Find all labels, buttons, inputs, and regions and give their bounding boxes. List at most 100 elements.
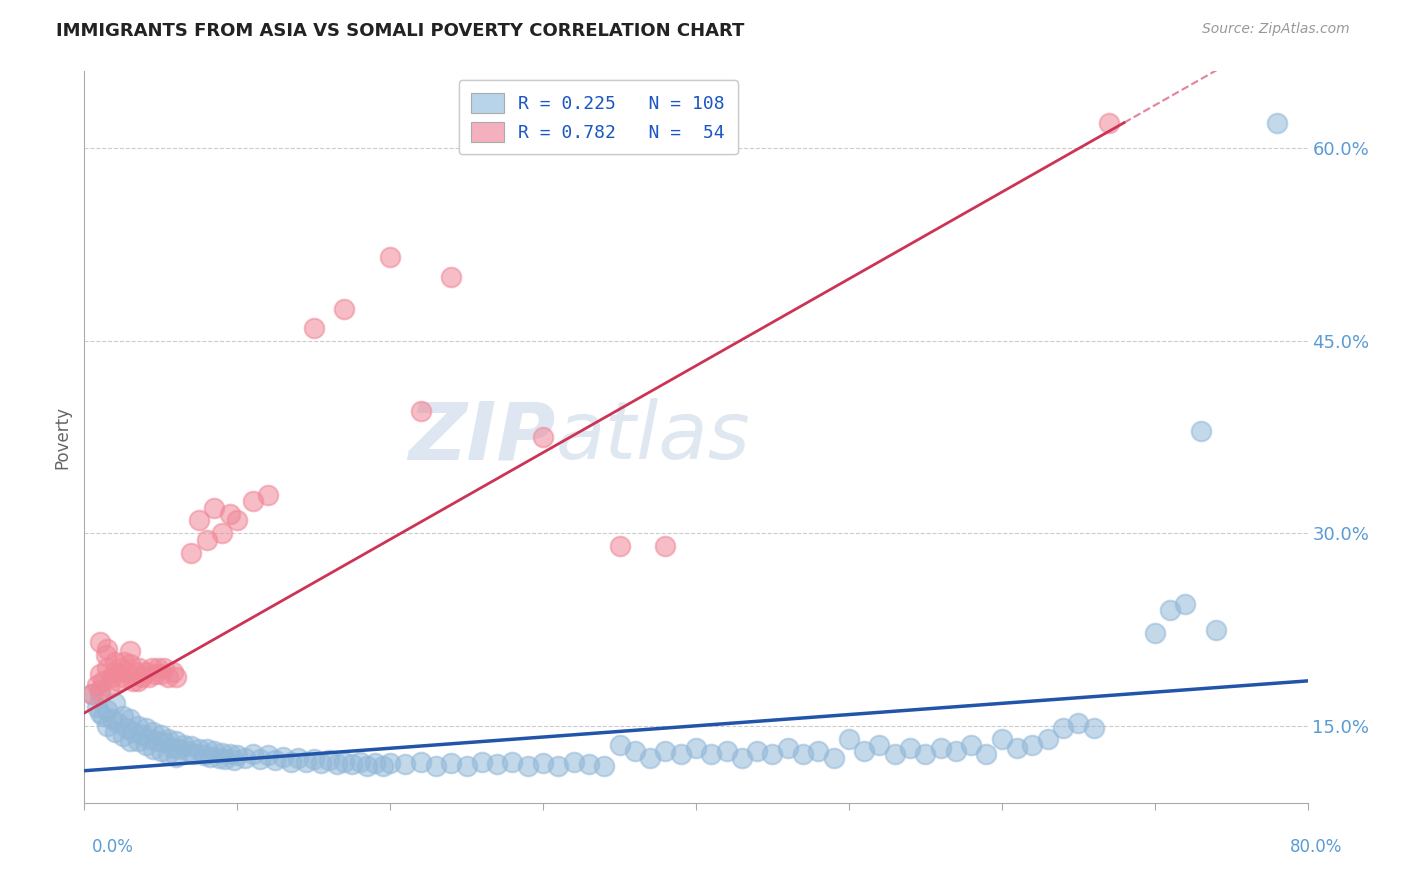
Point bbox=[89, 667, 111, 681]
Point bbox=[135, 722, 157, 736]
Point bbox=[669, 747, 692, 761]
Point bbox=[287, 751, 309, 765]
Point bbox=[1021, 738, 1043, 752]
Point bbox=[898, 740, 921, 755]
Point bbox=[211, 526, 233, 541]
Point bbox=[1265, 116, 1288, 130]
Point bbox=[1067, 716, 1090, 731]
Text: 0.0%: 0.0% bbox=[91, 838, 134, 856]
Point bbox=[127, 734, 149, 748]
Point bbox=[180, 545, 202, 559]
Point bbox=[333, 301, 356, 316]
Point bbox=[731, 751, 754, 765]
Text: ZIP: ZIP bbox=[408, 398, 555, 476]
Point bbox=[202, 744, 225, 758]
Point bbox=[141, 661, 163, 675]
Point bbox=[80, 687, 103, 701]
Point bbox=[929, 740, 952, 755]
Point bbox=[202, 500, 225, 515]
Point bbox=[165, 749, 187, 764]
Text: IMMIGRANTS FROM ASIA VS SOMALI POVERTY CORRELATION CHART: IMMIGRANTS FROM ASIA VS SOMALI POVERTY C… bbox=[56, 22, 745, 40]
Point bbox=[1052, 722, 1074, 736]
Point bbox=[86, 678, 108, 692]
Point bbox=[486, 757, 509, 772]
Point bbox=[685, 740, 707, 755]
Point bbox=[271, 749, 294, 764]
Point bbox=[115, 665, 138, 679]
Point bbox=[91, 673, 114, 688]
Point bbox=[122, 673, 145, 688]
Point bbox=[138, 731, 160, 746]
Point bbox=[142, 725, 165, 739]
Point bbox=[991, 731, 1014, 746]
Point bbox=[125, 665, 148, 679]
Point bbox=[173, 738, 195, 752]
Point bbox=[1098, 116, 1121, 130]
Point bbox=[333, 755, 356, 769]
Point bbox=[112, 655, 135, 669]
Point bbox=[153, 735, 176, 749]
Point bbox=[609, 738, 631, 752]
Point bbox=[380, 251, 402, 265]
Point bbox=[218, 747, 240, 761]
Point bbox=[562, 755, 585, 769]
Point bbox=[135, 665, 157, 679]
Point bbox=[1005, 740, 1028, 755]
Point bbox=[371, 758, 394, 772]
Point bbox=[120, 712, 142, 726]
Point bbox=[761, 747, 783, 761]
Point bbox=[776, 740, 799, 755]
Point bbox=[242, 747, 264, 761]
Point bbox=[218, 507, 240, 521]
Point bbox=[792, 747, 814, 761]
Point bbox=[104, 696, 127, 710]
Point bbox=[380, 756, 402, 770]
Point bbox=[295, 755, 318, 769]
Point bbox=[280, 755, 302, 769]
Point bbox=[224, 754, 246, 768]
Point bbox=[456, 758, 478, 772]
Point bbox=[440, 269, 463, 284]
Point bbox=[409, 755, 432, 769]
Point bbox=[162, 665, 184, 679]
Point bbox=[101, 712, 124, 726]
Point bbox=[193, 748, 215, 763]
Point bbox=[104, 725, 127, 739]
Point bbox=[1159, 603, 1181, 617]
Point bbox=[104, 665, 127, 679]
Point bbox=[120, 644, 142, 658]
Point bbox=[531, 756, 554, 770]
Point bbox=[89, 706, 111, 720]
Point bbox=[138, 670, 160, 684]
Point bbox=[960, 738, 983, 752]
Point bbox=[91, 708, 114, 723]
Point bbox=[609, 539, 631, 553]
Point bbox=[914, 747, 936, 761]
Point bbox=[257, 488, 280, 502]
Point bbox=[242, 494, 264, 508]
Point bbox=[135, 738, 157, 752]
Point bbox=[340, 757, 363, 772]
Point bbox=[149, 728, 172, 742]
Point bbox=[823, 751, 845, 765]
Point bbox=[318, 754, 340, 768]
Point bbox=[96, 703, 118, 717]
Point bbox=[111, 729, 134, 743]
Point bbox=[807, 744, 830, 758]
Point bbox=[157, 731, 180, 746]
Point bbox=[120, 734, 142, 748]
Point bbox=[593, 758, 616, 772]
Point bbox=[101, 670, 124, 684]
Point bbox=[302, 752, 325, 766]
Point bbox=[162, 740, 184, 755]
Point bbox=[94, 648, 117, 663]
Point bbox=[1189, 424, 1212, 438]
Point bbox=[226, 748, 249, 763]
Point bbox=[120, 657, 142, 672]
Point bbox=[128, 661, 150, 675]
Point bbox=[302, 321, 325, 335]
Point bbox=[188, 514, 211, 528]
Point bbox=[1143, 626, 1166, 640]
Point bbox=[249, 752, 271, 766]
Point bbox=[226, 514, 249, 528]
